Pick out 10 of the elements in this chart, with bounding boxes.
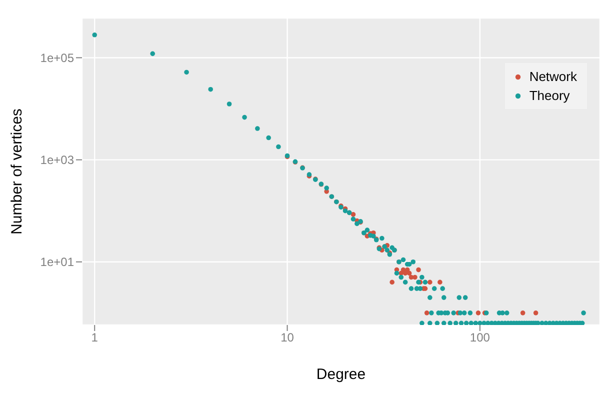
x-tick-label: 100 [470,330,490,345]
y-tick-label: 1e+05 [40,50,74,65]
y-axis-title: Number of vertices [8,108,26,234]
x-tick-label: 10 [280,330,294,345]
x-tick-label: 1 [91,330,98,345]
y-tick-label: 1e+01 [40,255,74,270]
legend-label: Theory [529,88,570,103]
legend-label: Network [529,69,577,84]
y-tick-label: 1e+03 [40,153,74,168]
x-axis-title: Degree [316,366,366,383]
